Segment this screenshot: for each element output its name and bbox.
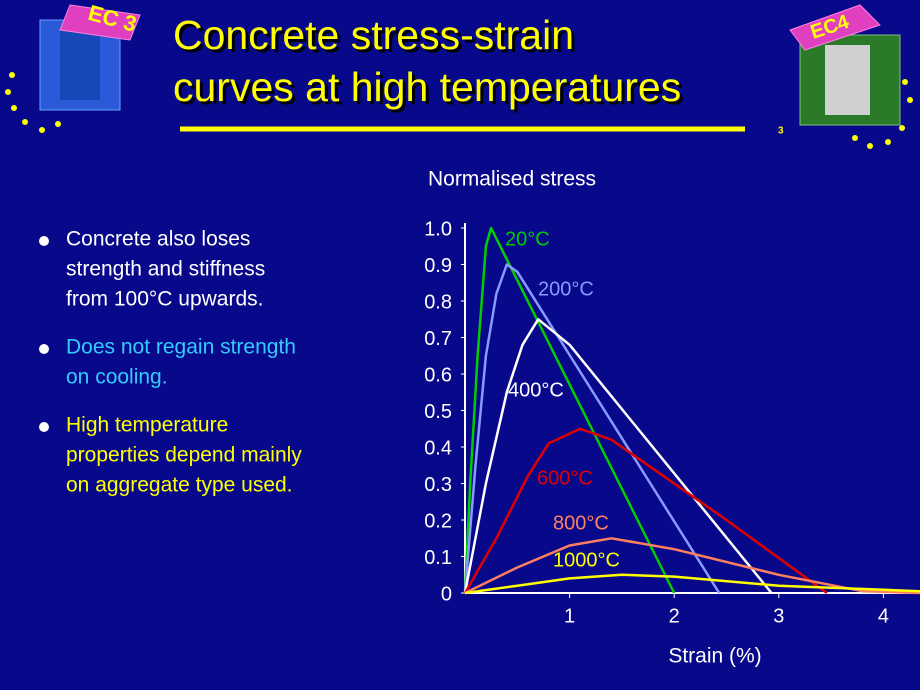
logo-number: 3 (778, 126, 784, 137)
y-tick-label: 0.7 (424, 328, 452, 350)
bullet-text: properties depend mainly (66, 444, 302, 467)
y-tick-label: 0.9 (424, 255, 452, 277)
bullet-text: High temperature (66, 414, 228, 437)
series-label: 800°C (553, 512, 609, 534)
y-tick-label: 0.2 (424, 510, 452, 532)
bullet-dot (39, 422, 49, 432)
series-label: 400°C (508, 379, 564, 401)
curve (463, 226, 676, 594)
curve (463, 263, 721, 594)
series-label: 1000°C (553, 549, 620, 571)
x-tick-label: 2 (669, 605, 680, 627)
bullet-dot (39, 236, 49, 246)
x-axis-label: Strain (%) (668, 645, 761, 668)
y-tick-label: 0.8 (424, 291, 452, 313)
x-tick-label: 3 (773, 605, 784, 627)
y-tick-label: 0 (441, 583, 452, 605)
y-tick-label: 0.4 (424, 437, 452, 459)
y-tick-label: 1.0 (424, 218, 452, 240)
series-label: 600°C (537, 467, 593, 489)
chart: Normalised stress Strain (%) 0 0.1 0.2 0.3 0.4… (424, 168, 920, 668)
curve (464, 573, 920, 595)
curve (463, 318, 773, 594)
series-label: 200°C (538, 278, 594, 300)
bullet-text: Does not regain strength (66, 336, 296, 359)
series-label: 20°C (505, 228, 550, 250)
title-line: curves at high temperatures (173, 64, 681, 110)
y-tick-label: 0.5 (424, 401, 452, 423)
curve (463, 427, 828, 595)
title-shadow: Concrete stress-strain (176, 15, 577, 61)
y-tick-label: 0.3 (424, 474, 452, 496)
logo-right: EC4 3 (778, 4, 913, 149)
bullet-text: strength and stiffness (66, 258, 265, 281)
bullet-dot (39, 344, 49, 354)
bullets: Concrete also loses strength and stiffnes… (39, 228, 302, 497)
y-tick-label: 0.1 (424, 547, 452, 569)
x-tick-label: 1 (564, 605, 575, 627)
bullet-text: on cooling. (66, 366, 168, 389)
bullet-text: on aggregate type used. (66, 474, 293, 497)
x-tick-label: 4 (878, 605, 889, 627)
title-shadow: curves at high temperatures (176, 67, 684, 113)
y-axis-label: Normalised stress (428, 168, 596, 191)
bullet-text: from 100°C upwards. (66, 288, 263, 311)
y-tick-label: 0.6 (424, 364, 452, 386)
bullet-text: Concrete also loses (66, 228, 250, 251)
title-line: Concrete stress-strain (173, 12, 574, 58)
